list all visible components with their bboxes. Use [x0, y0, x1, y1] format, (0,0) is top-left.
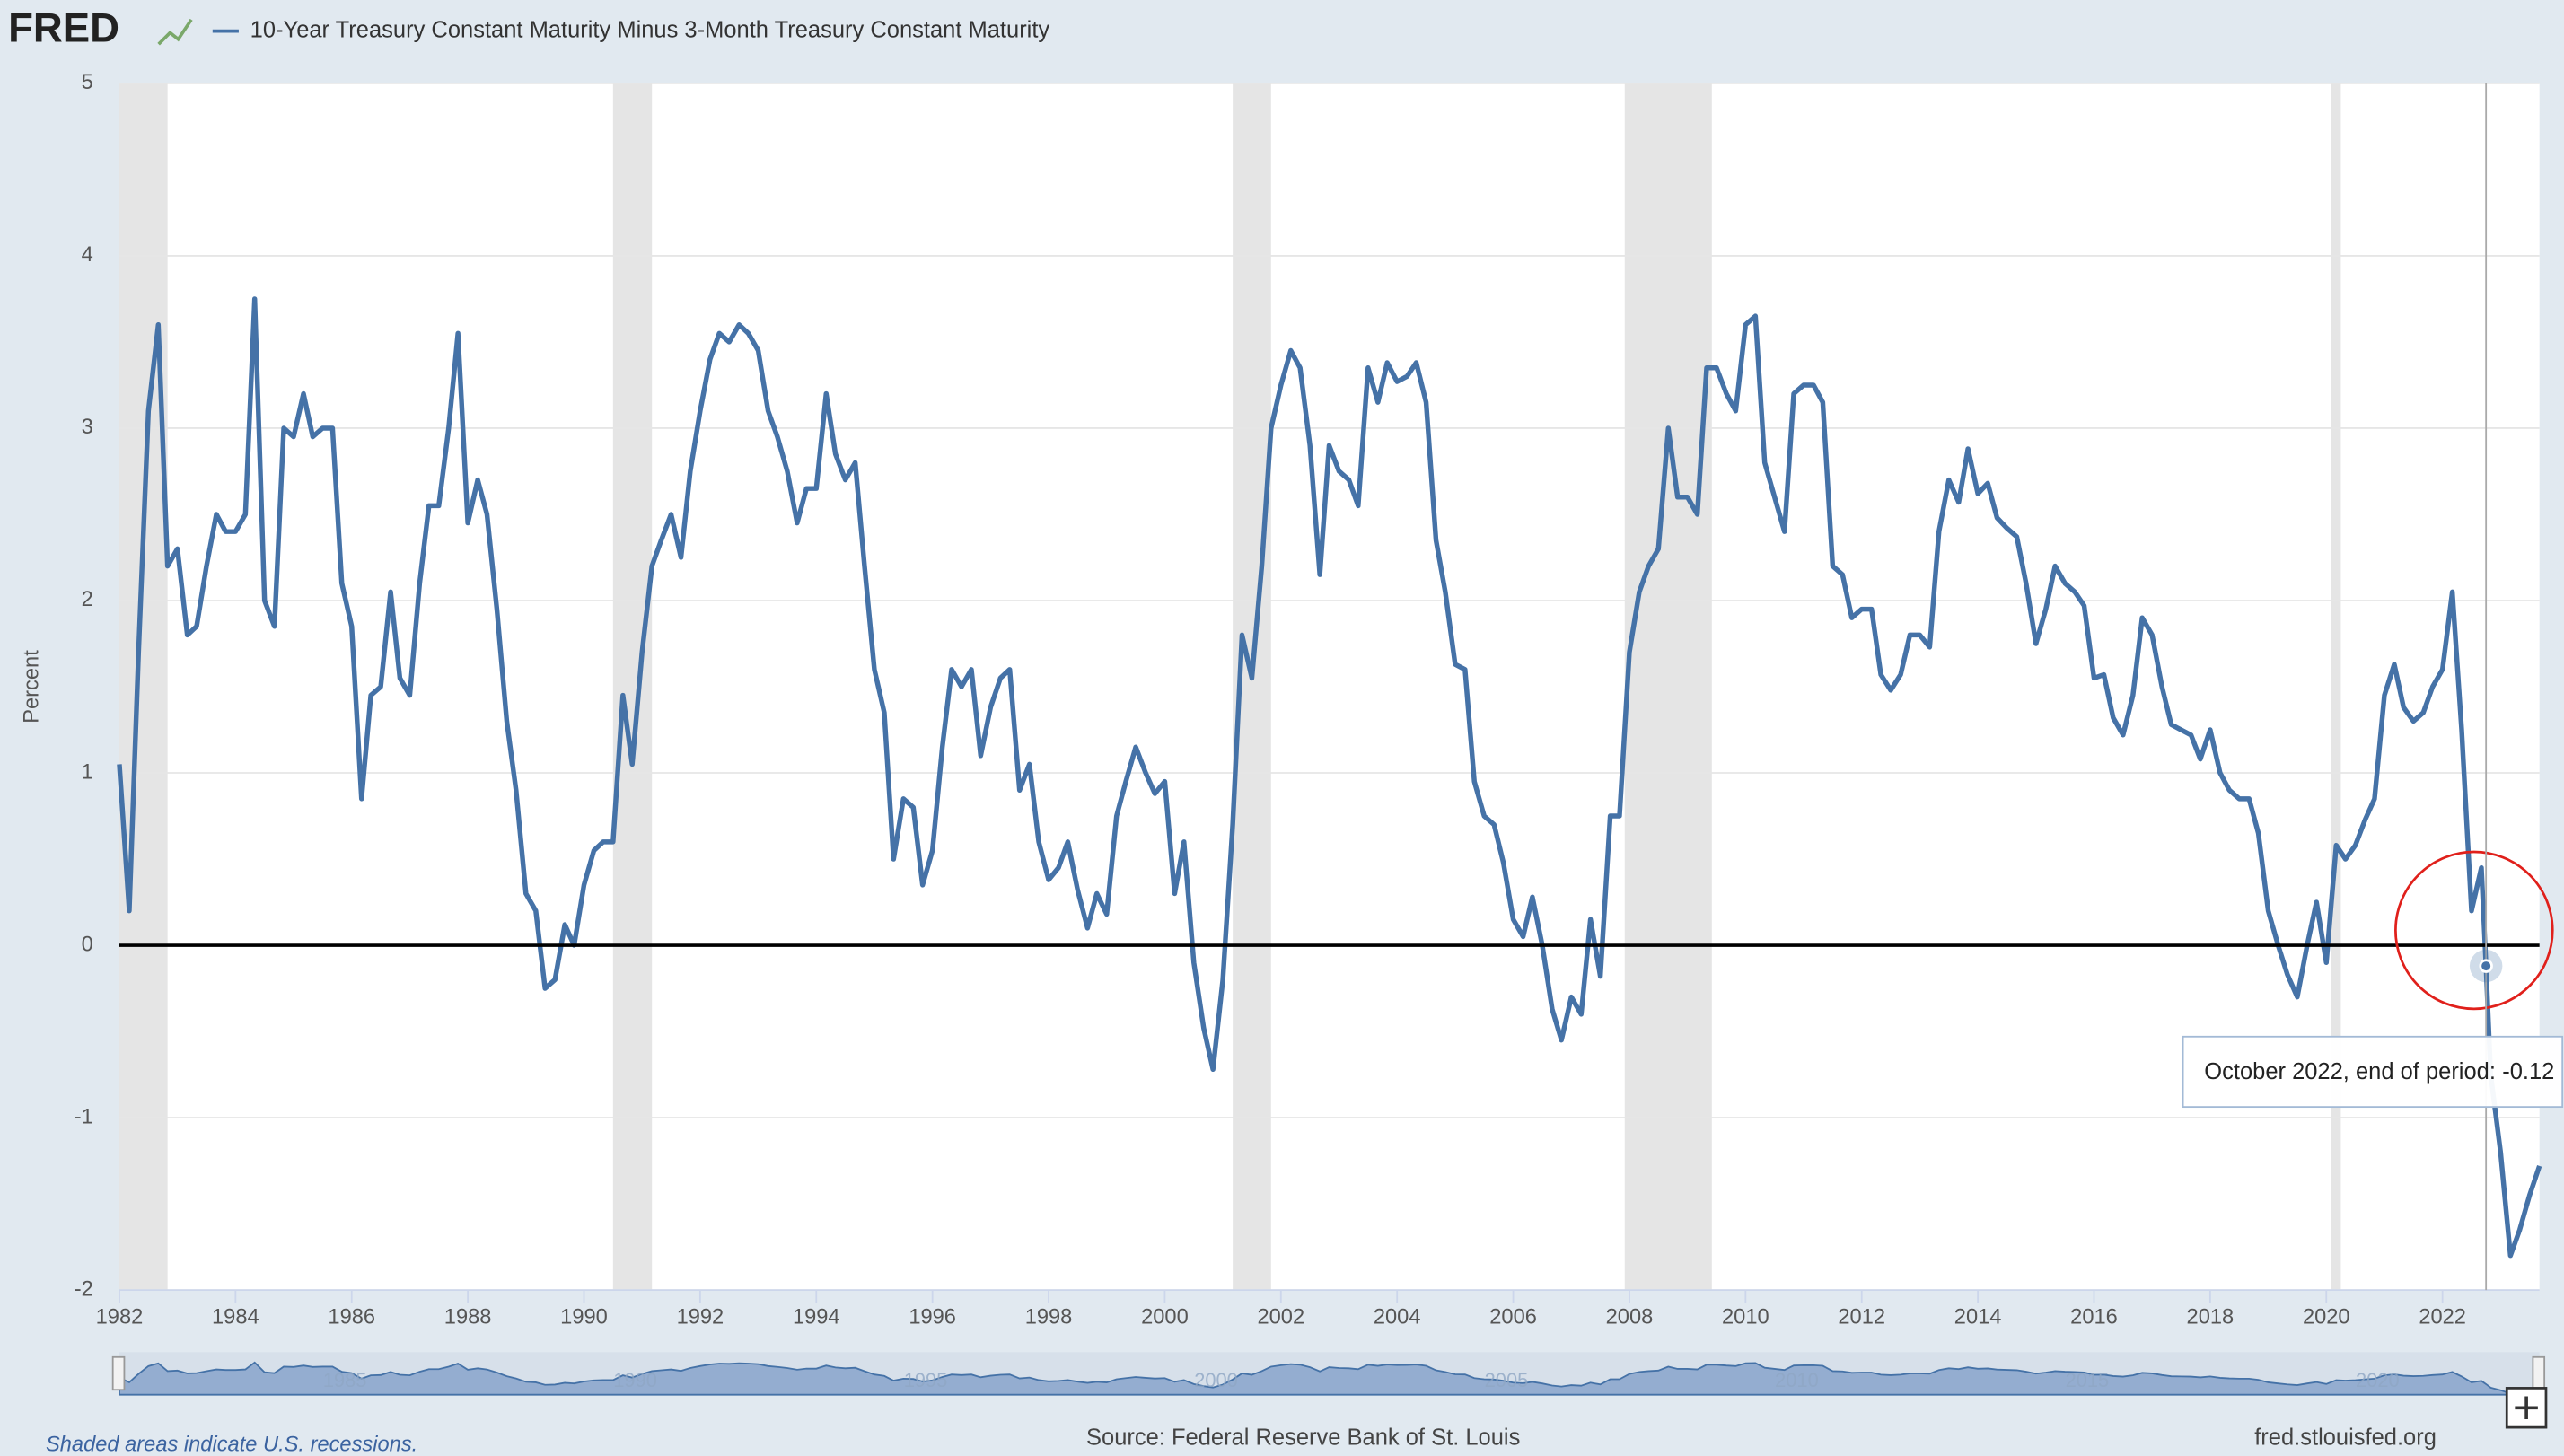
navigator-label: 2000 [1194, 1369, 1238, 1391]
fullscreen-icon [2515, 1396, 2538, 1420]
x-tick-label: 2006 [1489, 1305, 1537, 1329]
x-tick-label: 2018 [2187, 1305, 2235, 1329]
navigator-label: 2005 [1485, 1369, 1529, 1391]
navigator-label: 1990 [613, 1369, 657, 1391]
x-tick-label: 2002 [1257, 1305, 1304, 1329]
x-tick-label: 1992 [677, 1305, 724, 1329]
series-line [117, 296, 2542, 1259]
x-tick-label: 1990 [560, 1305, 608, 1329]
y-tick-label: 5 [82, 71, 93, 94]
tooltip-text: October 2022, end of period: -0.12 [2204, 1059, 2554, 1084]
recession-band [2331, 83, 2341, 1291]
plot-area [119, 83, 2540, 1291]
x-tick-label: 2008 [1606, 1305, 1654, 1329]
logo-icon [157, 18, 193, 46]
y-tick-label: -2 [75, 1277, 93, 1301]
recession-band [1624, 83, 1712, 1291]
tooltip-value: -0.12 [2502, 1059, 2554, 1084]
hover-point [2479, 959, 2493, 973]
tooltip-box [2182, 1035, 2564, 1109]
navigator-label: 2020 [2356, 1369, 2400, 1391]
x-tick-label: 1984 [212, 1305, 259, 1329]
tooltip-label: October 2022, end of period: [2204, 1059, 2496, 1084]
source: Source: Federal Reserve Bank of St. Loui… [1086, 1425, 1520, 1451]
x-tick-label: 1994 [793, 1305, 840, 1329]
site-url[interactable]: fred.stlouisfed.org [2254, 1425, 2437, 1451]
x-tick-label: 1998 [1025, 1305, 1073, 1329]
y-tick-label: -1 [75, 1105, 93, 1128]
y-axis-label: Percent [21, 650, 44, 724]
logo[interactable]: FRED [8, 5, 119, 51]
x-tick-label: 2010 [1722, 1305, 1769, 1329]
navigator-label: 2010 [1775, 1369, 1819, 1391]
x-tick-label: 2016 [2070, 1305, 2118, 1329]
x-tick-label: 1986 [328, 1305, 375, 1329]
fullscreen-button[interactable] [2505, 1387, 2548, 1429]
y-tick-label: 0 [82, 933, 93, 956]
navigator-label: 2015 [2066, 1369, 2110, 1391]
navigator-label: 1985 [323, 1369, 367, 1391]
y-tick-label: 4 [82, 243, 93, 267]
line-layer [117, 296, 2542, 1259]
tooltip-layer: October 2022, end of period: -0.12 [2182, 83, 2564, 1291]
axis-layer: -2 -1 0 1 2 3 4 5 1982 1984 1986 1988 1990 1992 1994 19… [75, 71, 2540, 1329]
legend-label: 10-Year Treasury Constant Maturity Minus… [250, 17, 1050, 42]
navigator-handle[interactable] [111, 1355, 126, 1391]
recession-band [612, 83, 653, 1291]
x-tick-label: 2022 [2419, 1305, 2466, 1329]
y-tick-label: 3 [82, 416, 93, 439]
navigator-area [119, 1361, 2541, 1396]
x-tick-label: 1996 [909, 1305, 956, 1329]
y-tick-label: 2 [82, 588, 93, 611]
recession-layer [119, 83, 2341, 1291]
x-tick-label: 2014 [1954, 1305, 2002, 1329]
x-tick-label: 2020 [2303, 1305, 2350, 1329]
x-tick-label: 2012 [1838, 1305, 1885, 1329]
x-tick-label: 1982 [96, 1305, 144, 1329]
navigator-handle[interactable] [2532, 1355, 2546, 1391]
x-tick-label: 1988 [444, 1305, 492, 1329]
recession-band [119, 83, 168, 1291]
navigator-layer: 1985 1990 1995 2000 2005 2010 2015 2020 [119, 1361, 2541, 1396]
y-tick-label: 1 [82, 760, 93, 784]
recession-note: Shaded areas indicate U.S. recessions. [46, 1433, 417, 1456]
x-tick-label: 2000 [1141, 1305, 1189, 1329]
highlight-circle [2394, 850, 2554, 1011]
x-tick-label: 2004 [1374, 1305, 1421, 1329]
navigator-label: 1995 [904, 1369, 948, 1391]
